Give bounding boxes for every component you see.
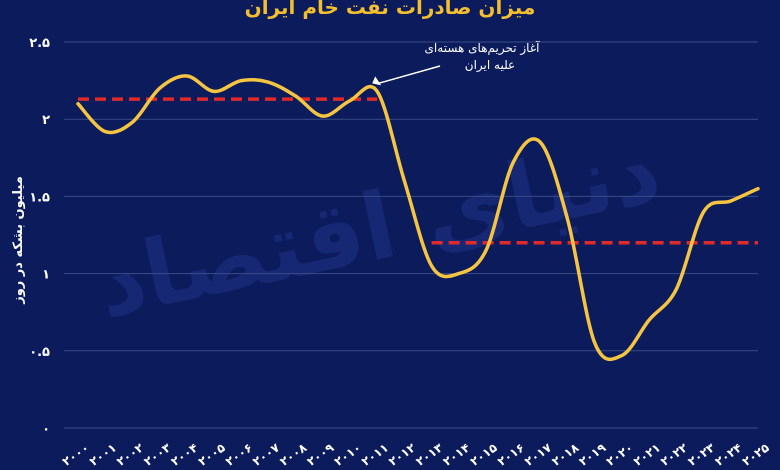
- x-tick-label: ۲۰۲۰: [604, 441, 636, 469]
- x-tick-label: ۲۰۲۱: [631, 441, 663, 469]
- x-ticks: ۲۰۰۰۲۰۰۱۲۰۰۲۲۰۰۳۲۰۰۴۲۰۰۵۲۰۰۶۲۰۰۷۲۰۰۸۲۰۰۹…: [60, 440, 772, 469]
- x-tick-label: ۲۰۲۳: [685, 440, 718, 469]
- x-tick-label: ۲۰۲۲: [658, 440, 691, 469]
- annotation-text-line1: آغاز تحریم‌های هسته‌ای: [425, 40, 541, 56]
- x-tick-label: ۲۰۱۲: [386, 440, 419, 469]
- x-tick-label: ۲۰۰۷: [250, 440, 283, 469]
- x-tick-label: ۲۰۲۴: [712, 441, 744, 469]
- y-tick-label: ۲.۵: [29, 36, 50, 51]
- annotation-arrowhead: [372, 76, 382, 86]
- x-tick-label: ۲۰۰۰: [60, 441, 92, 469]
- series: [76, 74, 760, 361]
- y-tick-label: ۰.۵: [29, 345, 50, 360]
- y-tick-label: ۰: [42, 422, 50, 437]
- annotations: آغاز تحریم‌های هسته‌ای علیه ایران: [372, 40, 541, 86]
- x-tick-label: ۲۰۰۱: [87, 441, 119, 469]
- x-tick-label: ۲۰۰۶: [223, 441, 255, 469]
- x-tick-label: ۲۰۱۰: [332, 441, 364, 469]
- x-tick-label: ۲۰۰۳: [141, 440, 174, 469]
- y-axis-label: میلیون بشکه در روز: [11, 176, 26, 305]
- x-tick-label: ۲۰۱۱: [359, 441, 391, 469]
- watermark-text: دنیای اقتصاد: [88, 115, 670, 339]
- x-tick-label: ۲۰۰۲: [114, 440, 147, 469]
- x-tick-label: ۲۰۰۴: [168, 441, 200, 469]
- chart-title: میزان صادرات نفت خام ایران: [245, 0, 536, 19]
- annotation-arrow: [377, 65, 441, 85]
- x-tick-label: ۲۰۰۵: [196, 441, 228, 469]
- x-tick-label: ۲۰۱۴: [440, 441, 472, 469]
- x-tick-label: ۲۰۰۹: [304, 440, 337, 469]
- y-tick-label: ۱: [42, 268, 50, 283]
- reference-lines: [78, 97, 758, 245]
- y-ticks: ۰ ۰.۵ ۱ ۱.۵ ۲ ۲.۵: [29, 36, 50, 437]
- annotation-text-line2: علیه ایران: [465, 58, 515, 73]
- x-tick-label: ۲۰۱۶: [495, 441, 527, 469]
- x-tick-label: ۲۰۱۷: [522, 440, 555, 469]
- x-tick-label: ۲۰۱۸: [549, 440, 582, 469]
- x-tick-label: ۲۰۱۵: [468, 441, 500, 469]
- y-tick-label: ۱.۵: [29, 190, 50, 205]
- x-tick-label: ۲۰۱۹: [576, 440, 609, 469]
- series-line: [76, 74, 760, 361]
- grid: [64, 41, 758, 429]
- x-tick-label: ۲۰۲۵: [740, 441, 772, 469]
- x-tick-label: ۲۰۱۳: [413, 440, 446, 469]
- x-tick-label: ۲۰۰۸: [277, 440, 310, 469]
- y-tick-label: ۲: [42, 113, 50, 128]
